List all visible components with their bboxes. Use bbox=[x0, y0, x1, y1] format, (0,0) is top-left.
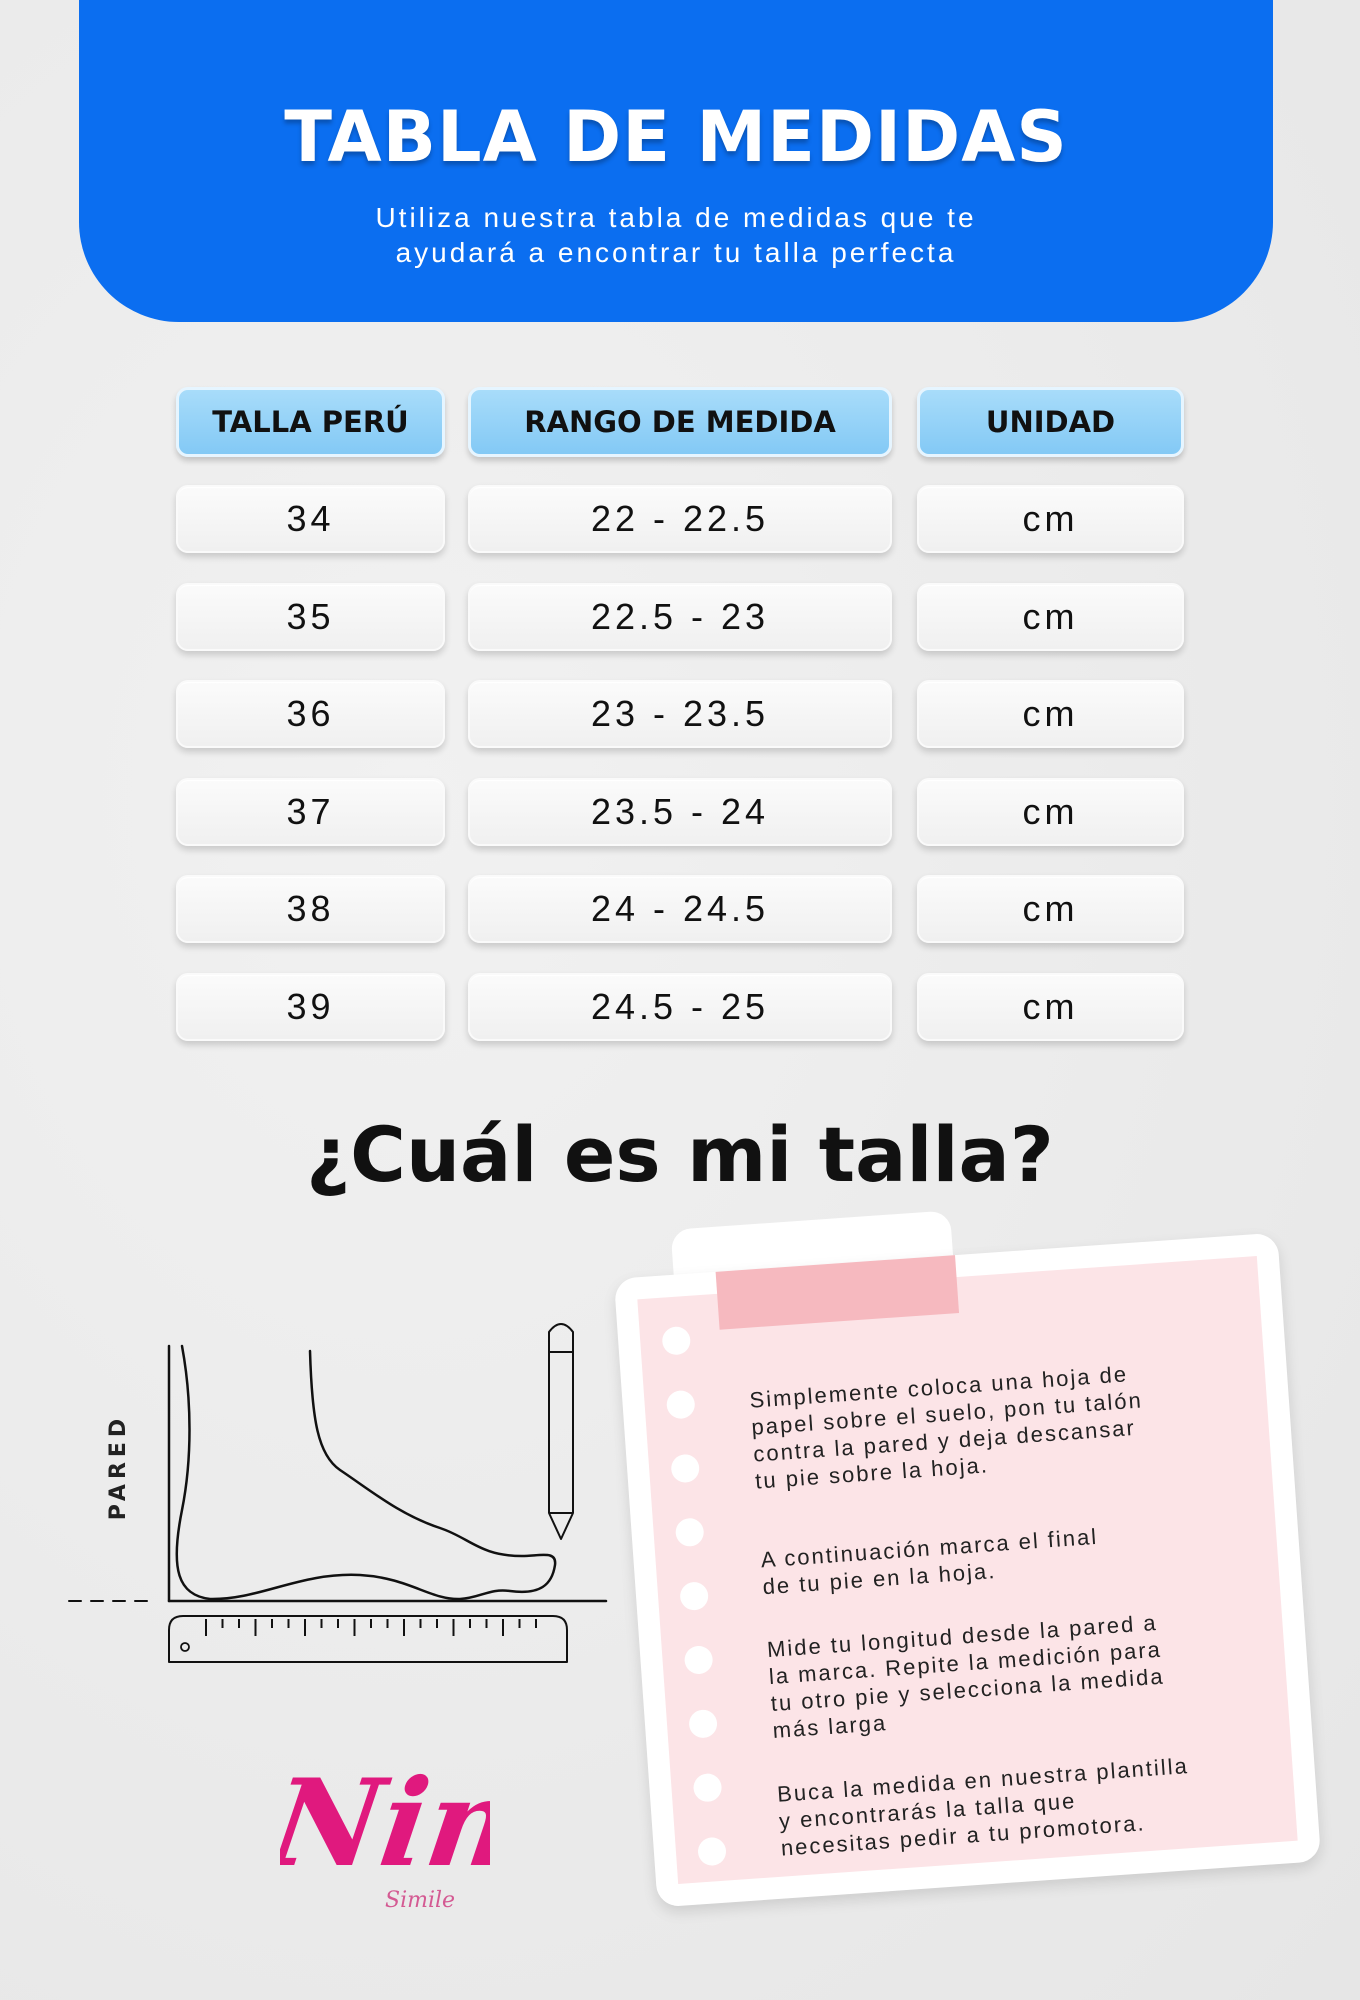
step-2: A continuación marca el final de tu pie … bbox=[759, 1523, 1099, 1600]
header-banner: TABLA DE MEDIDAS Utiliza nuestra tabla d… bbox=[79, 0, 1273, 322]
table-cell: cm bbox=[917, 875, 1184, 943]
table-cell: cm bbox=[917, 777, 1184, 846]
subtitle-line: ayudará a encontrar tu talla perfecta bbox=[395, 237, 957, 268]
binder-hole bbox=[692, 1772, 723, 1803]
table-cell: 22.5 - 23 bbox=[468, 582, 892, 651]
binder-hole bbox=[683, 1645, 714, 1675]
column-header: RANGO DE MEDIDA bbox=[468, 387, 892, 457]
ruler-icon bbox=[168, 1615, 568, 1663]
binder-hole bbox=[670, 1453, 701, 1484]
table-cell: cm bbox=[917, 680, 1184, 748]
table-cell: 35 bbox=[176, 582, 445, 651]
table-cell: 24.5 - 25 bbox=[468, 972, 892, 1041]
binder-hole bbox=[697, 1836, 727, 1867]
binder-hole bbox=[688, 1708, 719, 1739]
step-1: Simplemente coloca una hoja de papel sob… bbox=[748, 1361, 1144, 1494]
table-cell: 23.5 - 24 bbox=[468, 777, 892, 846]
wall-label: PARED bbox=[106, 1414, 131, 1520]
table-cell: 34 bbox=[176, 485, 445, 553]
section-title: ¿Cuál es mi talla? bbox=[306, 1110, 1054, 1199]
table-cell: cm bbox=[917, 972, 1184, 1041]
binder-hole bbox=[665, 1389, 696, 1420]
table-cell: 37 bbox=[176, 777, 445, 846]
table-cell: 36 bbox=[176, 680, 445, 748]
column-header: TALLA PERÚ bbox=[176, 387, 445, 457]
binder-hole bbox=[661, 1325, 692, 1356]
logo-subtext: Simile bbox=[385, 1888, 455, 1913]
step-3: Mide tu longitud desde la pared a la mar… bbox=[766, 1609, 1166, 1743]
table-cell: cm bbox=[917, 485, 1184, 553]
table-cell: 22 - 22.5 bbox=[468, 485, 892, 553]
table-cell: 23 - 23.5 bbox=[468, 680, 892, 748]
binder-hole bbox=[679, 1581, 710, 1612]
page-subtitle: Utiliza nuestra tabla de medidas que te … bbox=[79, 200, 1273, 270]
table-cell: cm bbox=[917, 582, 1184, 651]
logo-text: Nina bbox=[280, 1754, 490, 1894]
nina-logo: Nina Simile bbox=[280, 1754, 490, 1913]
column-header: UNIDAD bbox=[917, 387, 1184, 457]
subtitle-line: Utiliza nuestra tabla de medidas que te bbox=[375, 202, 977, 233]
table-cell: 24 - 24.5 bbox=[468, 875, 892, 943]
pencil-icon bbox=[548, 1323, 574, 1540]
page-title: TABLA DE MEDIDAS bbox=[284, 96, 1068, 178]
table-cell: 39 bbox=[176, 972, 445, 1041]
binder-hole bbox=[674, 1517, 705, 1548]
step-4: Buca la medida en nuestra plantilla y en… bbox=[776, 1753, 1190, 1861]
table-cell: 38 bbox=[176, 875, 445, 943]
foot-measure-diagram: PARED bbox=[68, 1323, 608, 1663]
instructions-note: Simplemente coloca una hoja de papel sob… bbox=[613, 1210, 1322, 1908]
foot-outline bbox=[175, 1344, 557, 1601]
